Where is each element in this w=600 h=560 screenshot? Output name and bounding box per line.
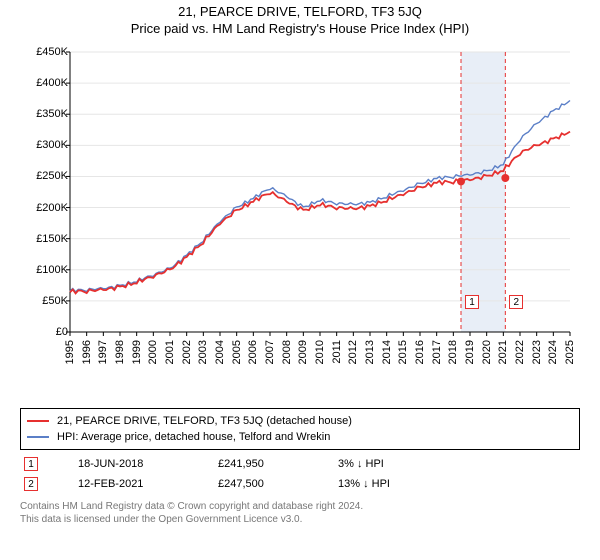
y-tick-label: £450K <box>24 46 68 58</box>
x-tick-label: 2024 <box>547 340 559 364</box>
sale-diff: 13% ↓ HPI <box>338 478 458 490</box>
x-tick-label: 2013 <box>364 340 376 364</box>
plot-area: £0 £50K £100K £150K £200K £250K £300K £350K £400… <box>20 42 580 372</box>
y-tick-label: £250K <box>24 170 68 182</box>
sale-date: 18-JUN-2018 <box>78 458 218 470</box>
x-tick-label: 2015 <box>397 340 409 364</box>
sales-table: 1 18-JUN-2018£241,9503% ↓ HPI 2 12-FEB-2021… <box>20 454 580 494</box>
x-tick-label: 2018 <box>447 340 459 364</box>
y-tick-label: £150K <box>24 233 68 245</box>
x-tick-label: 2021 <box>497 340 509 364</box>
legend-label: HPI: Average price, detached house, Telf… <box>57 431 330 443</box>
y-tick-label: £100K <box>24 264 68 276</box>
x-tick-label: 1996 <box>81 340 93 364</box>
sale-marker-badge: 2 <box>509 295 523 309</box>
sale-price: £247,500 <box>218 478 338 490</box>
chart-svg <box>20 42 580 372</box>
x-tick-label: 1998 <box>114 340 126 364</box>
x-tick-label: 2002 <box>181 340 193 364</box>
x-tick-label: 2020 <box>481 340 493 364</box>
x-tick-label: 2005 <box>231 340 243 364</box>
x-tick-label: 2012 <box>347 340 359 364</box>
x-tick-label: 2017 <box>431 340 443 364</box>
footer-line-1: Contains HM Land Registry data © Crown c… <box>20 500 580 513</box>
sale-diff: 3% ↓ HPI <box>338 458 458 470</box>
sale-row: 1 18-JUN-2018£241,9503% ↓ HPI <box>20 454 580 474</box>
sale-row: 2 12-FEB-2021£247,50013% ↓ HPI <box>20 474 580 494</box>
chart-subtitle: Price paid vs. HM Land Registry's House … <box>8 21 592 36</box>
x-tick-label: 2011 <box>331 340 343 364</box>
sale-badge: 2 <box>24 477 38 491</box>
x-tick-label: 2003 <box>197 340 209 364</box>
legend-swatch <box>27 420 49 422</box>
x-tick-label: 2000 <box>147 340 159 364</box>
x-tick-label: 2023 <box>531 340 543 364</box>
y-tick-label: £400K <box>24 77 68 89</box>
y-tick-label: £300K <box>24 139 68 151</box>
chart-title: 21, PEARCE DRIVE, TELFORD, TF3 5JQ <box>8 4 592 19</box>
x-tick-label: 2008 <box>281 340 293 364</box>
legend-item: HPI: Average price, detached house, Telf… <box>27 429 573 445</box>
x-tick-label: 2004 <box>214 340 226 364</box>
y-tick-label: £0 <box>24 326 68 338</box>
sale-price: £241,950 <box>218 458 338 470</box>
sale-marker-badge: 1 <box>465 295 479 309</box>
x-tick-label: 2025 <box>564 340 576 364</box>
legend: 21, PEARCE DRIVE, TELFORD, TF3 5JQ (deta… <box>20 408 580 450</box>
x-tick-label: 2010 <box>314 340 326 364</box>
sale-date: 12-FEB-2021 <box>78 478 218 490</box>
legend-swatch <box>27 436 49 438</box>
legend-item: 21, PEARCE DRIVE, TELFORD, TF3 5JQ (deta… <box>27 413 573 429</box>
y-tick-label: £200K <box>24 202 68 214</box>
legend-label: 21, PEARCE DRIVE, TELFORD, TF3 5JQ (deta… <box>57 415 352 427</box>
x-tick-label: 2019 <box>464 340 476 364</box>
chart-container: 21, PEARCE DRIVE, TELFORD, TF3 5JQ Price… <box>0 0 600 526</box>
x-tick-label: 2007 <box>264 340 276 364</box>
x-tick-label: 2009 <box>297 340 309 364</box>
attribution: Contains HM Land Registry data © Crown c… <box>20 500 580 526</box>
sale-badge: 1 <box>24 457 38 471</box>
footer-line-2: This data is licensed under the Open Gov… <box>20 513 580 526</box>
x-tick-label: 2001 <box>164 340 176 364</box>
x-tick-label: 2014 <box>381 340 393 364</box>
y-tick-label: £50K <box>24 295 68 307</box>
x-tick-label: 1995 <box>64 340 76 364</box>
x-tick-label: 1997 <box>97 340 109 364</box>
y-tick-label: £350K <box>24 108 68 120</box>
x-tick-label: 2006 <box>247 340 259 364</box>
x-tick-label: 2016 <box>414 340 426 364</box>
x-tick-label: 1999 <box>131 340 143 364</box>
x-tick-label: 2022 <box>514 340 526 364</box>
